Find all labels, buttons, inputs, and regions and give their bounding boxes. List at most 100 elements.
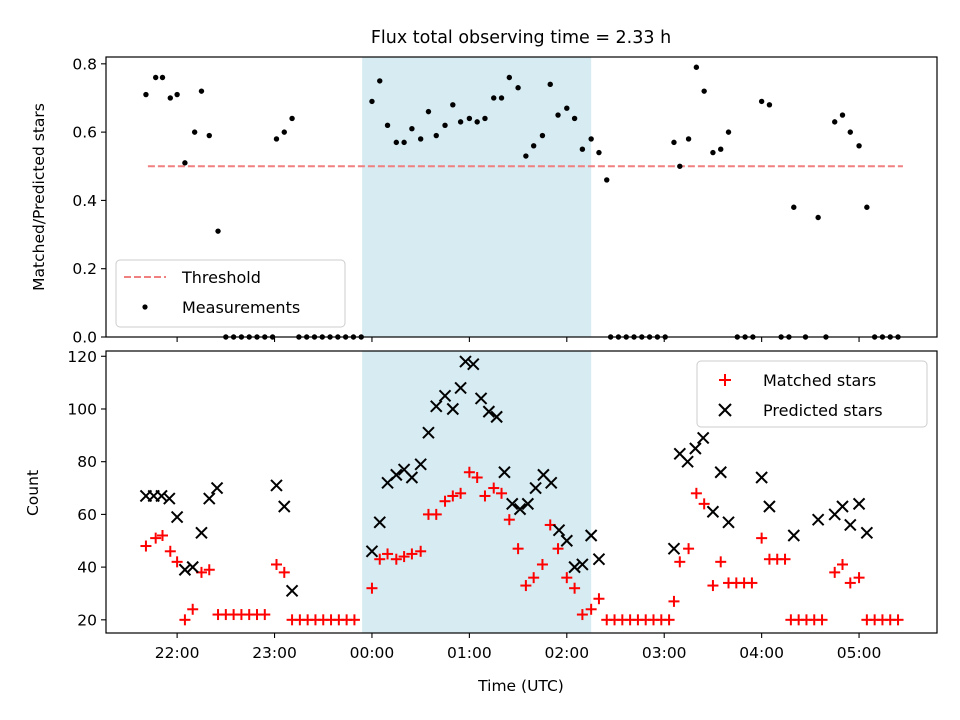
measurement-point bbox=[143, 91, 149, 98]
predicted-star-point bbox=[696, 431, 710, 445]
measurement-point bbox=[725, 129, 732, 135]
matched-star-point bbox=[382, 548, 394, 560]
matched-star-point bbox=[366, 582, 378, 594]
top-legend-box bbox=[115, 259, 346, 328]
matched-star-point bbox=[520, 580, 532, 592]
predicted-star-point bbox=[498, 466, 511, 479]
predicted-star-point bbox=[689, 442, 702, 455]
matched-star-point bbox=[398, 551, 410, 563]
measurement-point bbox=[425, 108, 432, 115]
measurement-point bbox=[498, 95, 505, 101]
measurement-point bbox=[281, 129, 287, 135]
measurement-point bbox=[433, 132, 439, 139]
predicted-star-point bbox=[405, 471, 419, 484]
measurement-point bbox=[401, 139, 407, 146]
matched-star-point bbox=[503, 514, 515, 526]
top-legend: Threshold Measurements bbox=[115, 259, 346, 328]
measurement-point bbox=[159, 74, 166, 81]
measurement-point bbox=[409, 126, 415, 132]
y-tick-label: 100 bbox=[67, 400, 97, 418]
y-tick-label: 60 bbox=[77, 506, 97, 524]
measurement-point bbox=[677, 163, 683, 169]
y-tick-label: 120 bbox=[67, 348, 97, 366]
measurement-point bbox=[839, 112, 846, 118]
measurement-point bbox=[417, 136, 424, 142]
y-tick-label: 80 bbox=[77, 453, 97, 471]
predicted-star-point bbox=[852, 497, 866, 511]
x-tick-label: 05:00 bbox=[837, 644, 882, 662]
x-tick-label: 23:00 bbox=[252, 644, 297, 662]
matched-star-point bbox=[816, 614, 828, 626]
matched-star-point bbox=[853, 572, 865, 584]
bottom-legend: Matched stars Predicted stars bbox=[696, 360, 928, 428]
measurement-point bbox=[564, 105, 570, 111]
top-shaded-interval bbox=[362, 57, 592, 337]
bottom-marks bbox=[139, 355, 904, 626]
matched-star-point bbox=[698, 498, 710, 510]
predicted-star-point bbox=[667, 542, 681, 555]
measurement-point bbox=[474, 119, 480, 125]
predicted-star-point bbox=[467, 357, 480, 371]
measurement-point bbox=[215, 228, 221, 234]
predicted-star-point bbox=[278, 500, 291, 513]
predicted-star-point bbox=[454, 381, 467, 395]
measurement-point bbox=[718, 146, 724, 152]
matched-star-point bbox=[683, 543, 695, 555]
matched-star-point bbox=[171, 556, 183, 568]
measurements-legend-swatch bbox=[142, 304, 148, 310]
predicted-star-point bbox=[203, 492, 216, 505]
measurement-point bbox=[442, 122, 448, 128]
bottom-y-axis-label: Count bbox=[24, 470, 42, 516]
measurement-point bbox=[152, 74, 159, 81]
matched-star-point bbox=[690, 487, 702, 499]
threshold-legend-label: Threshold bbox=[181, 268, 261, 287]
predicted-star-point bbox=[706, 505, 720, 518]
predicted-star-point bbox=[390, 468, 403, 482]
predicted-star-point bbox=[422, 426, 435, 439]
measurement-point bbox=[847, 129, 853, 135]
measurement-point bbox=[547, 81, 553, 88]
predicted-star-point bbox=[714, 466, 727, 479]
predicted-star-point bbox=[506, 497, 519, 511]
predicted-star-point bbox=[163, 492, 176, 505]
measurement-point bbox=[167, 95, 173, 101]
predicted-legend-swatch bbox=[718, 403, 732, 417]
predicted-star-point bbox=[170, 510, 184, 524]
matched-star-point bbox=[496, 487, 508, 499]
matched-star-point bbox=[150, 532, 162, 544]
measurement-point bbox=[191, 129, 198, 135]
matched-star-point bbox=[528, 572, 540, 584]
matched-star-point bbox=[593, 593, 605, 605]
y-tick-label: 0.8 bbox=[72, 55, 97, 73]
matched-star-point bbox=[278, 566, 290, 578]
predicted-star-point bbox=[210, 481, 224, 495]
predicted-star-point bbox=[844, 518, 857, 532]
matched-star-point bbox=[892, 614, 904, 626]
measurement-point bbox=[506, 74, 513, 81]
matched-star-point bbox=[187, 603, 199, 615]
matched-legend-label: Matched stars bbox=[763, 371, 876, 390]
predicted-star-point bbox=[560, 534, 574, 547]
matched-star-point bbox=[203, 564, 215, 576]
predicted-star-point bbox=[763, 500, 776, 513]
x-tick-label: 00:00 bbox=[350, 644, 395, 662]
bottom-axes-frame bbox=[105, 350, 938, 634]
bottom-y-ticks: 20 40 60 80 100 120 bbox=[67, 348, 106, 629]
matched-star-point bbox=[140, 540, 152, 552]
measurement-point bbox=[832, 119, 838, 125]
measurement-point bbox=[571, 115, 578, 122]
predicted-star-point bbox=[373, 516, 386, 529]
bottom-x-ticks: 22:00 23:00 00:00 01:00 02:00 03:00 04:00 05:00 bbox=[155, 633, 882, 662]
predicted-star-point bbox=[836, 500, 849, 513]
predicted-star-point bbox=[186, 560, 199, 574]
matched-star-point bbox=[746, 577, 758, 589]
measurement-point bbox=[289, 115, 295, 122]
measurement-point bbox=[384, 122, 391, 128]
top-title: Flux total observing time = 2.33 h bbox=[371, 28, 671, 48]
measurement-point bbox=[555, 112, 561, 118]
predicted-star-point bbox=[285, 584, 299, 598]
predicted-star-point bbox=[270, 479, 283, 492]
matched-star-point bbox=[779, 553, 791, 565]
matched-star-point bbox=[512, 543, 524, 555]
